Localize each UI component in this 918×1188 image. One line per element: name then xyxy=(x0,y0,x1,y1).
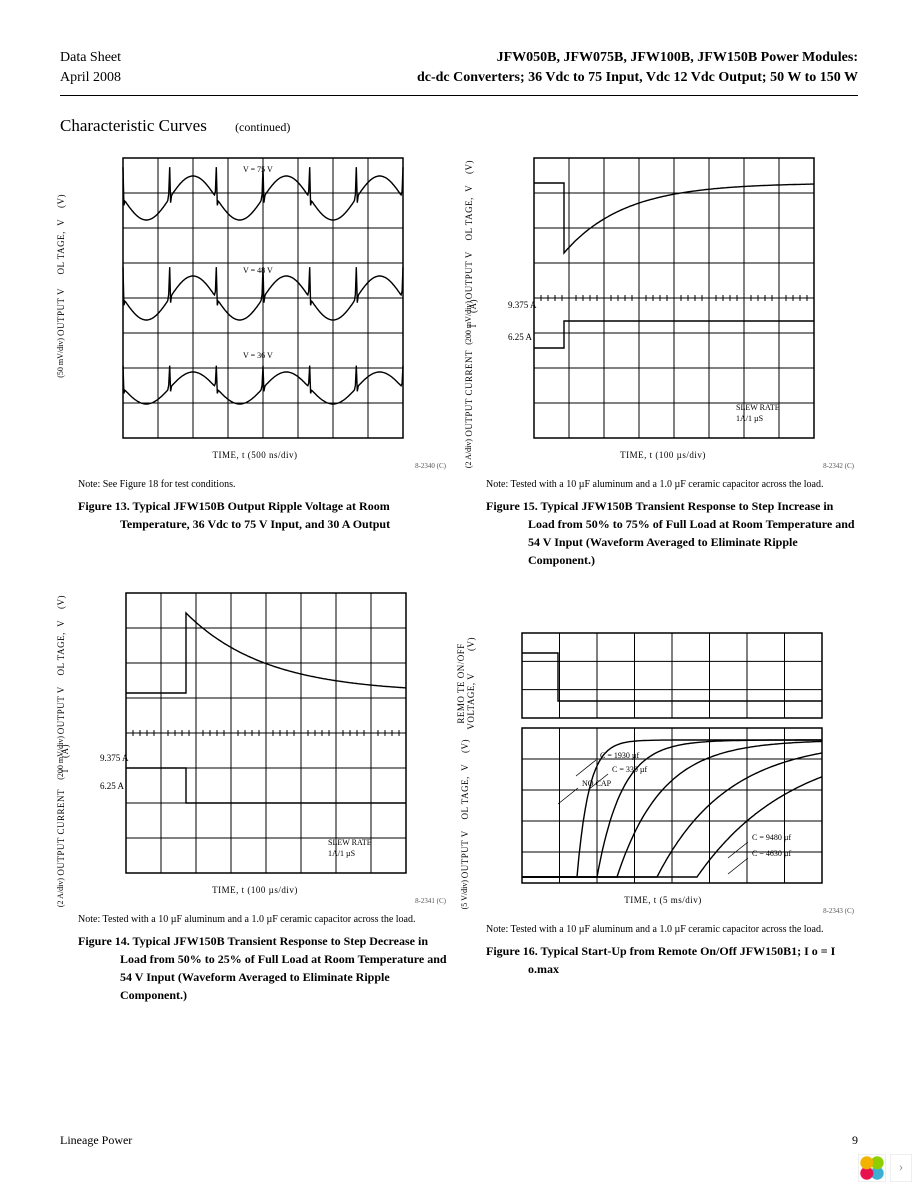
fig14-xlabel: TIME, t (100 µs/div) xyxy=(60,885,450,895)
continued-label: (continued) xyxy=(235,120,290,134)
svg-text:1A/1 µS: 1A/1 µS xyxy=(736,414,763,423)
fig13-ylabel-sub: (50 mV/div) xyxy=(56,338,66,378)
fig13-caption: Figure 13. Typical JFW150B Output Ripple… xyxy=(102,495,450,543)
fig15-ylabel-mid: I (A) xyxy=(468,299,478,328)
corner-arrow-button[interactable]: › xyxy=(890,1154,912,1182)
fig15-id: 8-2342 (C) xyxy=(468,462,858,470)
fig13-id: 8-2340 (C) xyxy=(60,462,450,470)
fig15-ylabel-bot: OUTPUT CURRENT xyxy=(464,350,474,437)
header-rule xyxy=(60,95,858,96)
svg-text:6.25 A: 6.25 A xyxy=(100,781,125,791)
fig15-note: Note: Tested with a 10 µF aluminum and a… xyxy=(486,478,826,491)
fig14-ylabel-bot-sub: (2 A/div) xyxy=(56,878,66,907)
svg-text:V = 36 V: V = 36 V xyxy=(243,351,273,360)
date-label: April 2008 xyxy=(60,68,121,88)
page-number: 9 xyxy=(852,1133,858,1148)
figure-16-panel: REMO TE ON/OFF VOLTAGE, V (V) OUTPUT V O… xyxy=(468,589,858,1014)
fig15-svg: 9.375 A 6.25 A SLEW RATE 1A/1 µS xyxy=(508,154,818,444)
figure-14-panel: OUTPUT V OL TAGE, V (V) (200 mV/div) I (… xyxy=(60,589,450,1014)
fig16-xlabel: TIME, t (5 ms/div) xyxy=(468,895,858,905)
product-subtitle: dc-dc Converters; 36 Vdc to 75 Input, Vd… xyxy=(417,68,858,88)
footer-company: Lineage Power xyxy=(60,1133,132,1148)
svg-text:C = 4630 µf: C = 4630 µf xyxy=(752,849,791,858)
fig13-ylabel: OUTPUT V OL TAGE, V (V) xyxy=(56,194,66,336)
fig15-ylabel-top: OUTPUT V OL TAGE, V (V) xyxy=(464,160,474,299)
svg-text:9.375 A: 9.375 A xyxy=(100,753,129,763)
svg-text:C = 9480 µf: C = 9480 µf xyxy=(752,833,791,842)
fig16-ylabel-top: REMO TE ON/OFF VOLTAGE, V (V) xyxy=(456,637,476,730)
svg-text:C = 330 µf: C = 330 µf xyxy=(612,765,647,774)
fig16-svg: C = 1930 µf C = 330 µfNO CAP C = 9480 µf C … xyxy=(498,629,828,889)
svg-text:SLEW RATE: SLEW RATE xyxy=(736,403,780,412)
figure-16-chart: REMO TE ON/OFF VOLTAGE, V (V) OUTPUT V O… xyxy=(468,629,858,889)
fig14-ylabel-mid: I (A) xyxy=(60,744,70,773)
fig14-caption: Figure 14. Typical JFW150B Transient Res… xyxy=(102,930,450,1014)
corner-widget[interactable]: › xyxy=(858,1154,912,1182)
svg-text:V = 75 V: V = 75 V xyxy=(243,165,273,174)
page-header: Data Sheet April 2008 JFW050B, JFW075B, … xyxy=(60,48,858,87)
fig13-svg: V = 75 V V = 48 V V = 36 V xyxy=(105,154,405,444)
svg-text:SLEW RATE: SLEW RATE xyxy=(328,838,372,847)
section-heading: Characteristic Curves (continued) xyxy=(60,116,858,136)
svg-text:NO CAP: NO CAP xyxy=(582,779,612,788)
svg-text:C = 1930 µf: C = 1930 µf xyxy=(600,751,639,760)
figure-15-chart: OUTPUT V OL TAGE, V (V) (200 mV/div) I (… xyxy=(468,154,858,444)
fig16-caption: Figure 16. Typical Start-Up from Remote … xyxy=(510,940,858,988)
header-right: JFW050B, JFW075B, JFW100B, JFW150B Power… xyxy=(417,48,858,87)
fig16-ylabel-bot-sub: (5 V/div) xyxy=(460,880,470,909)
fig14-ylabel-top: OUTPUT V OL TAGE, V (V) xyxy=(56,595,66,734)
svg-text:6.25 A: 6.25 A xyxy=(508,332,533,342)
datasheet-label: Data Sheet xyxy=(60,48,121,68)
figure-13-panel: OUTPUT V OL TAGE, V (V) (50 mV/div) V = … xyxy=(60,154,450,579)
fig13-xlabel: TIME, t (500 ns/div) xyxy=(60,450,450,460)
svg-text:V = 48 V: V = 48 V xyxy=(243,266,273,275)
product-title: JFW050B, JFW075B, JFW100B, JFW150B Power… xyxy=(417,48,858,68)
fig15-ylabel-bot-sub: (2 A/div) xyxy=(464,439,474,468)
figure-13-chart: OUTPUT V OL TAGE, V (V) (50 mV/div) V = … xyxy=(60,154,450,444)
fig13-note: Note: See Figure 18 for test conditions. xyxy=(78,478,418,491)
fig14-note: Note: Tested with a 10 µF aluminum and a… xyxy=(78,913,418,926)
fig16-ylabel-bot: OUTPUT V OL TAGE, V (V) xyxy=(460,739,470,878)
fig16-note: Note: Tested with a 10 µF aluminum and a… xyxy=(486,923,826,936)
corner-logo-icon xyxy=(858,1154,886,1182)
svg-text:1A/1 µS: 1A/1 µS xyxy=(328,849,355,858)
figure-14-chart: OUTPUT V OL TAGE, V (V) (200 mV/div) I (… xyxy=(60,589,450,879)
fig16-id: 8-2343 (C) xyxy=(468,907,858,915)
fig15-xlabel: TIME, t (100 µs/div) xyxy=(468,450,858,460)
fig14-svg: 9.375 A 6.25 A SLEW RATE 1A/1 µS xyxy=(100,589,410,879)
fig15-caption: Figure 15. Typical JFW150B Transient Res… xyxy=(510,495,858,579)
figure-15-panel: OUTPUT V OL TAGE, V (V) (200 mV/div) I (… xyxy=(468,154,858,579)
section-title-text: Characteristic Curves xyxy=(60,116,207,135)
fig14-id: 8-2341 (C) xyxy=(60,897,450,905)
figure-grid: OUTPUT V OL TAGE, V (V) (50 mV/div) V = … xyxy=(60,154,858,1014)
header-left: Data Sheet April 2008 xyxy=(60,48,121,87)
fig14-ylabel-bot: OUTPUT CURRENT xyxy=(56,789,66,876)
svg-text:9.375 A: 9.375 A xyxy=(508,300,537,310)
page-footer: Lineage Power 9 xyxy=(60,1133,858,1148)
